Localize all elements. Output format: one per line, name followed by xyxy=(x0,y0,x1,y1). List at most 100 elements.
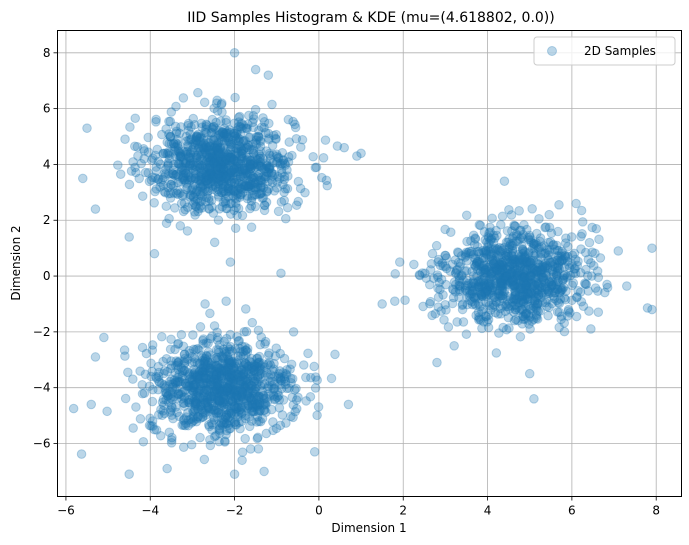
data-point xyxy=(190,398,201,409)
data-point xyxy=(525,324,535,334)
data-point xyxy=(190,168,200,178)
data-point xyxy=(249,157,260,168)
data-point xyxy=(229,163,240,174)
data-point xyxy=(150,150,161,161)
data-point xyxy=(255,151,266,162)
data-point xyxy=(291,133,302,144)
data-point xyxy=(237,341,247,352)
data-point xyxy=(534,214,544,224)
data-point xyxy=(222,174,232,185)
data-point xyxy=(647,243,657,253)
legend: 2D Samples xyxy=(533,36,676,66)
data-point xyxy=(232,189,242,200)
data-point xyxy=(272,151,282,162)
data-point xyxy=(240,181,251,191)
data-point xyxy=(255,145,266,156)
data-point xyxy=(254,125,264,136)
data-point xyxy=(204,203,214,214)
data-point xyxy=(188,191,199,202)
data-point xyxy=(234,192,245,203)
data-point xyxy=(279,195,290,206)
data-point xyxy=(240,304,251,314)
data-point xyxy=(190,165,201,175)
data-point xyxy=(216,176,227,186)
data-point xyxy=(248,139,258,149)
data-point xyxy=(264,148,274,159)
data-point xyxy=(164,138,174,149)
data-point xyxy=(218,163,229,174)
data-point xyxy=(237,153,248,163)
legend-marker xyxy=(547,46,557,56)
x-tick-label: −6 xyxy=(57,504,75,518)
data-point xyxy=(218,128,229,139)
data-point xyxy=(263,133,274,143)
data-point xyxy=(547,261,558,271)
data-point xyxy=(243,179,254,190)
data-point xyxy=(153,174,163,185)
data-point xyxy=(223,149,233,160)
data-point xyxy=(180,353,190,364)
data-point xyxy=(225,139,236,149)
data-point xyxy=(289,385,300,395)
data-point xyxy=(272,177,283,187)
data-point xyxy=(256,189,266,199)
data-point xyxy=(580,247,591,258)
data-point xyxy=(200,163,211,173)
data-point xyxy=(214,192,224,202)
data-point xyxy=(184,172,194,182)
data-point xyxy=(326,373,337,384)
data-point xyxy=(199,167,209,178)
data-point xyxy=(205,308,215,319)
data-point xyxy=(215,132,226,142)
data-point xyxy=(201,176,211,187)
data-point xyxy=(201,140,211,151)
data-point xyxy=(247,190,258,201)
data-point xyxy=(193,150,204,160)
data-point xyxy=(212,145,223,156)
data-point xyxy=(235,134,245,144)
data-point xyxy=(280,184,291,194)
data-point xyxy=(181,136,192,146)
data-point xyxy=(235,142,246,152)
data-point xyxy=(602,282,613,293)
data-point xyxy=(195,188,206,199)
data-point xyxy=(196,182,206,192)
data-point xyxy=(160,164,171,174)
data-point xyxy=(211,143,221,153)
data-point xyxy=(187,184,198,194)
data-point xyxy=(173,150,184,161)
data-point xyxy=(235,171,246,182)
data-point xyxy=(247,185,257,196)
data-point xyxy=(207,170,218,181)
data-point xyxy=(255,188,266,199)
data-point xyxy=(176,198,187,209)
data-point xyxy=(173,145,183,156)
data-point xyxy=(173,147,184,157)
data-point xyxy=(170,138,181,148)
data-point xyxy=(230,393,241,403)
data-point xyxy=(233,112,244,123)
data-point xyxy=(282,202,293,213)
data-point xyxy=(293,196,304,207)
data-point xyxy=(208,208,219,218)
data-point xyxy=(207,172,218,182)
data-point xyxy=(226,152,236,163)
data-point xyxy=(149,198,159,208)
data-point xyxy=(286,359,297,370)
data-point xyxy=(313,402,324,412)
data-point xyxy=(213,160,223,170)
data-point xyxy=(212,140,223,150)
data-point xyxy=(206,127,217,138)
data-point xyxy=(173,159,184,169)
data-point xyxy=(222,152,233,162)
data-point xyxy=(180,420,191,431)
data-point xyxy=(576,231,586,242)
data-point xyxy=(222,203,232,214)
data-point xyxy=(322,180,333,191)
data-point xyxy=(162,137,173,148)
data-point xyxy=(251,161,262,172)
data-point xyxy=(256,181,266,192)
data-point xyxy=(177,174,188,185)
data-point xyxy=(175,188,185,198)
data-point xyxy=(166,405,176,415)
